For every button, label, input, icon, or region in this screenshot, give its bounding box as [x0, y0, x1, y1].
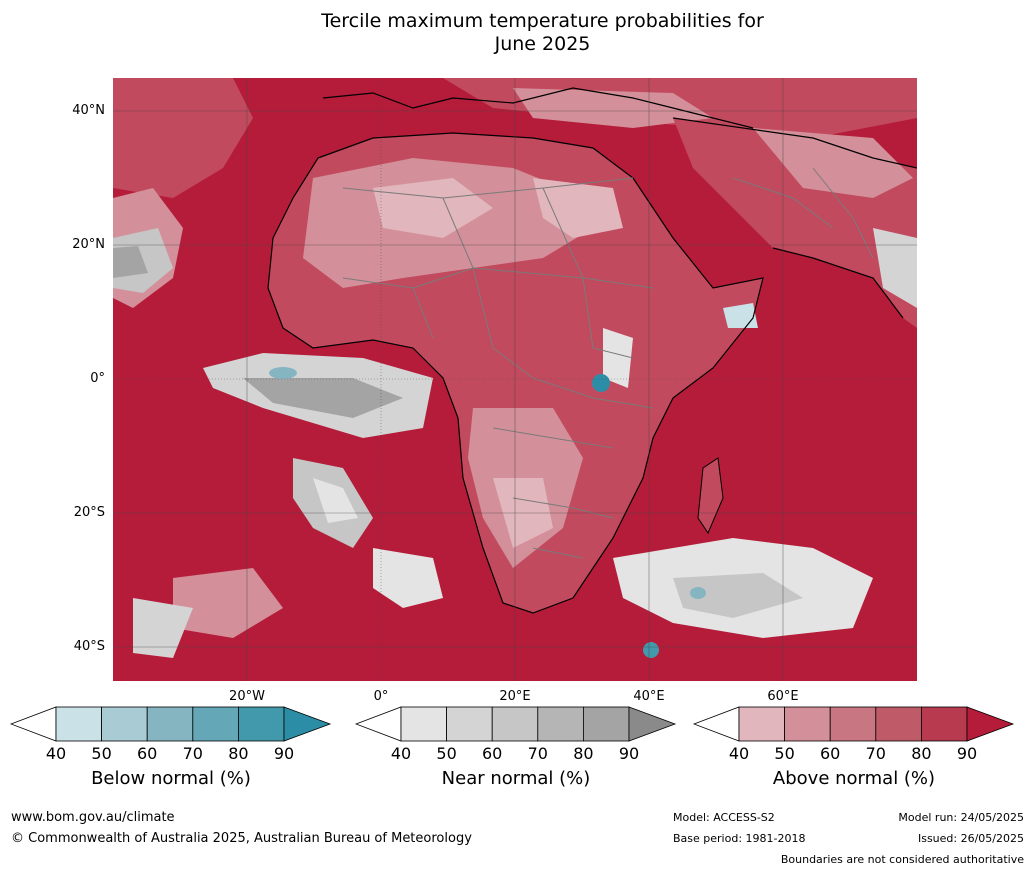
colorbar-segment [829, 706, 877, 742]
colorbar-above-normal-label: Above normal (%) [772, 768, 936, 789]
colorbar-below-normal [10, 706, 332, 742]
colorbar-tick-label: 40 [45, 744, 67, 763]
colorbar-tick-label: 80 [911, 744, 932, 763]
colorbar-tick-label: 60 [482, 744, 503, 763]
colorbar-below-normal-graphic [10, 706, 332, 742]
colorbar-segment [920, 706, 968, 742]
colorbar-extend-low [355, 706, 402, 742]
colorbar-tick-label: 90 [273, 744, 295, 763]
colorbar-near-normal [355, 706, 677, 742]
lon-label-40e: 40°E [633, 689, 665, 704]
probability-map [113, 78, 917, 681]
colorbar-tick-label: 80 [573, 744, 594, 763]
colorbar-segment [446, 706, 493, 742]
colorbar-segment [875, 706, 922, 742]
colorbar-below-normal-label: Below normal (%) [91, 768, 251, 789]
footer-model-run: Model run: 24/05/2025 [898, 811, 1024, 824]
footer-url: www.bom.gov.au/climate [11, 810, 175, 825]
colorbar-extend-high [283, 706, 332, 742]
colorbar-tick-label: 80 [228, 744, 249, 763]
map-graphic [113, 78, 917, 681]
colorbar-tick-label: 40 [390, 744, 412, 763]
map-title: Tercile maximum temperature probabilitie… [0, 10, 1035, 56]
colorbar-segment [55, 706, 102, 742]
colorbar-near-normal-graphic [355, 706, 677, 742]
lon-label-20w: 20°W [229, 689, 265, 704]
colorbar-tick-label: 70 [865, 744, 886, 763]
colorbar-tick-label: 40 [728, 744, 750, 763]
lat-label-20n: 20°N [72, 237, 105, 252]
footer-model: Model: ACCESS-S2 [673, 811, 775, 824]
colorbar-segment [146, 706, 194, 742]
colorbar-tick-label: 90 [956, 744, 978, 763]
lat-label-20s: 20°S [73, 505, 105, 520]
colorbar-segment [192, 706, 239, 742]
footer-copyright: © Commonwealth of Australia 2025, Austra… [11, 831, 472, 846]
footer-issued: Issued: 26/05/2025 [917, 832, 1024, 845]
colorbar-segment [237, 706, 285, 742]
lon-label-20e: 20°E [499, 689, 531, 704]
colorbar-tick-label: 50 [774, 744, 795, 763]
colorbar-tick-label: 50 [91, 744, 112, 763]
colorbar-segment [537, 706, 584, 742]
title-line-2: June 2025 [494, 33, 591, 55]
colorbar-segment [491, 706, 539, 742]
title-line-1: Tercile maximum temperature probabilitie… [321, 10, 764, 32]
colorbar-segment [101, 706, 148, 742]
lat-label-equator: 0° [90, 371, 105, 386]
colorbar-segment [400, 706, 447, 742]
colorbar-extend-low [10, 706, 57, 742]
lat-label-40n: 40°N [72, 103, 105, 118]
colorbar-segment [738, 706, 785, 742]
colorbar-tick-label: 60 [820, 744, 841, 763]
lon-label-60e: 60°E [767, 689, 799, 704]
colorbar-above-normal-graphic [693, 706, 1015, 742]
colorbar-segment [582, 706, 630, 742]
colorbar-near-normal-label: Near normal (%) [441, 768, 591, 789]
colorbar-extend-low [693, 706, 740, 742]
colorbar-tick-label: 90 [618, 744, 640, 763]
colorbar-extend-high [966, 706, 1015, 742]
colorbar-tick-label: 50 [436, 744, 457, 763]
lon-label-0: 0° [373, 689, 389, 704]
colorbar-tick-label: 60 [137, 744, 158, 763]
footer-disclaimer: Boundaries are not considered authoritat… [780, 853, 1024, 866]
colorbar-tick-label: 70 [182, 744, 203, 763]
colorbar-extend-high [628, 706, 677, 742]
colorbar-above-normal [693, 706, 1015, 742]
colorbar-tick-label: 70 [527, 744, 548, 763]
colorbar-segment [784, 706, 831, 742]
footer-base-period: Base period: 1981-2018 [673, 832, 806, 845]
lat-label-40s: 40°S [73, 639, 105, 654]
